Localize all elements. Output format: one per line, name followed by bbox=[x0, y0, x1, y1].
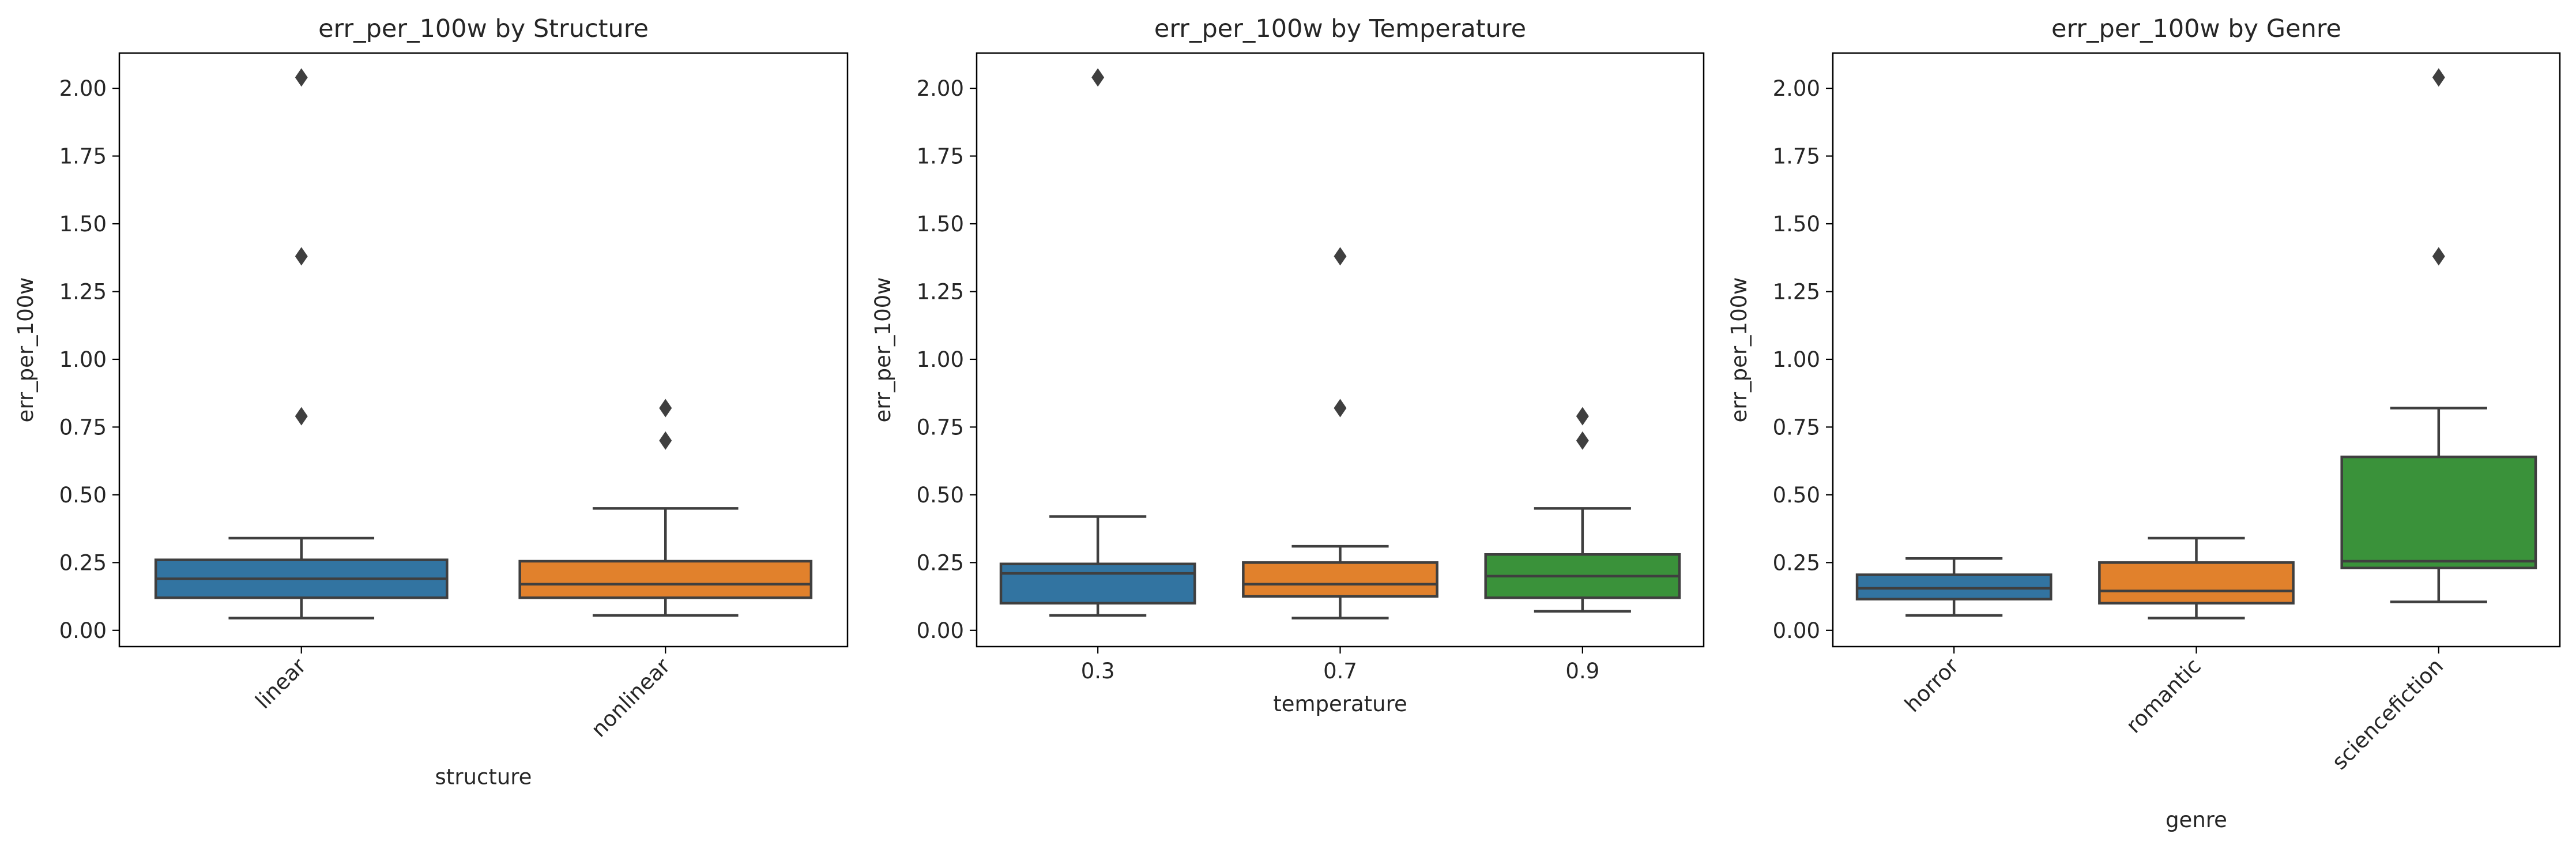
y-axis-label: err_per_100w bbox=[13, 277, 38, 423]
y-tick-label: 0.00 bbox=[1773, 618, 1820, 643]
y-tick-label: 0.50 bbox=[917, 483, 964, 508]
y-tick-label: 2.00 bbox=[1773, 76, 1820, 101]
y-tick-label: 1.50 bbox=[917, 212, 964, 236]
chart-title: err_per_100w by Genre bbox=[2051, 14, 2341, 43]
box-iqr bbox=[2098, 561, 2295, 605]
x-tick-label: linear bbox=[251, 653, 311, 713]
y-tick-label: 0.25 bbox=[917, 550, 964, 575]
chart-title: err_per_100w by Structure bbox=[318, 14, 649, 43]
chart-title: err_per_100w by Temperature bbox=[1154, 14, 1526, 43]
y-tick-label: 1.00 bbox=[1773, 347, 1820, 372]
box-iqr bbox=[999, 562, 1196, 605]
outlier-point bbox=[659, 431, 672, 450]
y-tick-label: 0.00 bbox=[917, 618, 964, 643]
chart-panel-2: err_per_100w by Temperature 0.00 0.25 0.50 0… bbox=[871, 14, 1705, 716]
y-tick-label: 0.25 bbox=[59, 550, 107, 575]
y-tick-label: 0.50 bbox=[1773, 483, 1820, 508]
box-0.7 bbox=[1242, 247, 1438, 619]
outlier-point bbox=[1334, 399, 1347, 418]
axes-frame bbox=[118, 52, 849, 648]
y-tick-label: 0.50 bbox=[59, 483, 107, 508]
x-tick-label: 0.9 bbox=[1565, 659, 1599, 683]
x-tick-label: sciencefiction bbox=[2327, 654, 2448, 775]
y-tick-label: 2.00 bbox=[59, 76, 107, 101]
chart-panel-3: err_per_100w by Genre 0.00 0.25 0.50 0.75 1.0… bbox=[1727, 14, 2561, 832]
y-tick-label: 1.75 bbox=[917, 144, 964, 169]
x-tick-label: romantic bbox=[2121, 654, 2206, 738]
box-iqr bbox=[2340, 455, 2537, 569]
outlier-point bbox=[295, 407, 308, 426]
box-iqr bbox=[1242, 561, 1438, 598]
x-axis-label: genre bbox=[2166, 808, 2227, 832]
box-linear bbox=[154, 68, 449, 619]
y-tick-label: 1.25 bbox=[59, 279, 107, 304]
y-tick-label: 2.00 bbox=[917, 76, 964, 101]
box-romantic bbox=[2098, 536, 2295, 619]
outlier-point bbox=[1334, 247, 1347, 266]
box-iqr bbox=[518, 559, 813, 599]
y-tick-label: 0.75 bbox=[59, 415, 107, 440]
outlier-point bbox=[1091, 68, 1105, 87]
box-nonlinear bbox=[518, 399, 813, 617]
y-tick-label: 1.00 bbox=[59, 347, 107, 372]
outlier-point bbox=[2432, 247, 2445, 266]
box-0.3 bbox=[999, 68, 1196, 617]
box-sciencefiction bbox=[2340, 68, 2537, 603]
y-tick-label: 1.75 bbox=[1773, 144, 1820, 169]
y-axis-label: err_per_100w bbox=[871, 277, 895, 423]
y-axis-label: err_per_100w bbox=[1727, 277, 1752, 423]
x-tick-label: 0.3 bbox=[1081, 659, 1115, 683]
y-tick-label: 1.75 bbox=[59, 144, 107, 169]
outlier-point bbox=[295, 68, 308, 87]
y-tick-label: 1.50 bbox=[59, 212, 107, 236]
x-axis-label: structure bbox=[435, 765, 532, 790]
outlier-point bbox=[295, 247, 308, 266]
x-axis-label: temperature bbox=[1273, 692, 1407, 716]
chart-panel-1: err_per_100w by Structure 0.00 0.25 0.50 0.7… bbox=[13, 14, 849, 790]
box-horror bbox=[1855, 557, 2052, 617]
outlier-point bbox=[659, 399, 672, 418]
y-tick-label: 1.50 bbox=[1773, 212, 1820, 236]
x-tick-label: 0.7 bbox=[1323, 659, 1357, 683]
y-tick-label: 1.00 bbox=[917, 347, 964, 372]
y-tick-label: 0.75 bbox=[917, 415, 964, 440]
y-tick-label: 1.25 bbox=[917, 279, 964, 304]
outlier-point bbox=[1576, 407, 1589, 426]
box-iqr bbox=[1855, 573, 2052, 601]
x-tick-label: nonlinear bbox=[586, 653, 675, 742]
y-tick-label: 0.00 bbox=[59, 618, 107, 643]
outlier-point bbox=[1576, 431, 1589, 450]
y-tick-label: 1.25 bbox=[1773, 279, 1820, 304]
box-0.9 bbox=[1484, 407, 1681, 613]
outlier-point bbox=[2432, 68, 2445, 87]
x-tick-label: horror bbox=[1900, 653, 1964, 717]
y-tick-label: 0.75 bbox=[1773, 415, 1820, 440]
y-tick-label: 0.25 bbox=[1773, 550, 1820, 575]
